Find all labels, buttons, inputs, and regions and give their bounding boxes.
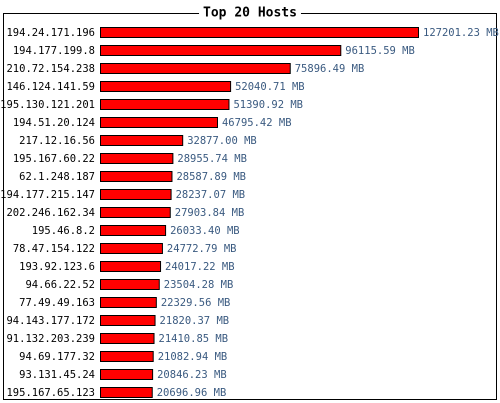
host-label: 194.24.171.196 bbox=[6, 27, 95, 39]
chart-title: Top 20 Hosts bbox=[203, 6, 297, 21]
host-label: 195.46.8.2 bbox=[32, 225, 95, 237]
bar bbox=[100, 261, 162, 272]
bar bbox=[100, 45, 342, 56]
host-label: 194.177.215.147 bbox=[0, 189, 95, 201]
bar bbox=[100, 81, 232, 92]
host-label: 94.69.177.32 bbox=[19, 351, 95, 363]
host-label: 194.177.199.8 bbox=[13, 45, 95, 57]
bar bbox=[100, 333, 155, 344]
bar bbox=[100, 189, 172, 200]
value-label: 21410.85 MB bbox=[159, 333, 229, 345]
value-label: 46795.42 MB bbox=[222, 117, 292, 129]
bar bbox=[100, 225, 167, 236]
bar bbox=[100, 351, 154, 362]
host-label: 195.167.60.22 bbox=[13, 153, 95, 165]
value-label: 51390.92 MB bbox=[233, 99, 303, 111]
value-label: 22329.56 MB bbox=[161, 297, 231, 309]
value-label: 96115.59 MB bbox=[345, 45, 415, 57]
value-label: 21082.94 MB bbox=[158, 351, 228, 363]
bar bbox=[100, 207, 171, 218]
value-label: 28955.74 MB bbox=[177, 153, 247, 165]
bar bbox=[100, 315, 156, 326]
bar bbox=[100, 369, 154, 380]
bar bbox=[100, 99, 230, 110]
bar bbox=[100, 63, 291, 74]
title-background bbox=[199, 6, 301, 20]
value-label: 24017.22 MB bbox=[165, 261, 235, 273]
host-label: 195.167.65.123 bbox=[6, 387, 95, 399]
value-label: 28587.89 MB bbox=[176, 171, 246, 183]
value-label: 27903.84 MB bbox=[175, 207, 245, 219]
bar bbox=[100, 387, 153, 398]
bar bbox=[100, 279, 160, 290]
host-label: 62.1.248.187 bbox=[19, 171, 95, 183]
bar bbox=[100, 243, 163, 254]
host-label: 202.246.162.34 bbox=[6, 207, 95, 219]
value-label: 28237.07 MB bbox=[176, 189, 246, 201]
bar bbox=[100, 27, 419, 38]
value-label: 127201.23 MB bbox=[423, 27, 499, 39]
bar bbox=[100, 135, 184, 146]
host-label: 78.47.154.122 bbox=[13, 243, 95, 255]
value-label: 26033.40 MB bbox=[170, 225, 240, 237]
bar bbox=[100, 171, 173, 182]
value-label: 23504.28 MB bbox=[164, 279, 234, 291]
host-label: 193.92.123.6 bbox=[19, 261, 95, 273]
value-label: 24772.79 MB bbox=[167, 243, 237, 255]
value-label: 21820.37 MB bbox=[160, 315, 230, 327]
value-label: 32877.00 MB bbox=[187, 135, 257, 147]
bar bbox=[100, 153, 174, 164]
value-label: 20846.23 MB bbox=[157, 369, 227, 381]
value-label: 52040.71 MB bbox=[235, 81, 305, 93]
host-label: 210.72.154.238 bbox=[6, 63, 95, 75]
host-label: 94.143.177.172 bbox=[6, 315, 95, 327]
host-label: 195.130.121.201 bbox=[0, 99, 95, 111]
host-label: 146.124.141.59 bbox=[6, 81, 95, 93]
bar bbox=[100, 297, 157, 308]
host-label: 194.51.20.124 bbox=[13, 117, 95, 129]
value-label: 20696.96 MB bbox=[157, 387, 227, 399]
host-label: 217.12.16.56 bbox=[19, 135, 95, 147]
host-label: 91.132.203.239 bbox=[6, 333, 95, 345]
host-label: 77.49.49.163 bbox=[19, 297, 95, 309]
bar bbox=[100, 117, 218, 128]
host-label: 93.131.45.24 bbox=[19, 369, 95, 381]
host-label: 94.66.22.52 bbox=[25, 279, 95, 291]
value-label: 75896.49 MB bbox=[295, 63, 365, 75]
